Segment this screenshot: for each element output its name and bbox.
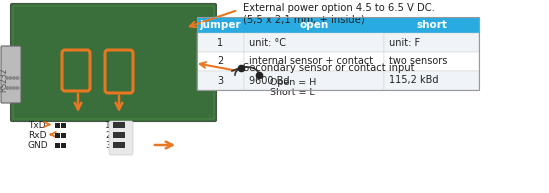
Bar [244, 71, 384, 90]
FancyBboxPatch shape [55, 123, 60, 128]
Text: RxD: RxD [28, 130, 47, 140]
Bar [197, 52, 244, 71]
FancyBboxPatch shape [119, 132, 125, 138]
FancyBboxPatch shape [119, 142, 125, 148]
Bar [384, 71, 479, 90]
Text: 3: 3 [217, 75, 223, 85]
Text: 3: 3 [105, 141, 111, 150]
Text: jumper: jumper [200, 20, 242, 30]
FancyBboxPatch shape [113, 142, 119, 148]
Text: RS232: RS232 [0, 67, 8, 92]
Bar [244, 52, 384, 71]
Text: internal sensor + contact: internal sensor + contact [249, 57, 373, 67]
Bar [384, 17, 479, 33]
FancyBboxPatch shape [113, 142, 119, 148]
Circle shape [9, 87, 12, 89]
FancyBboxPatch shape [55, 142, 60, 147]
Circle shape [6, 77, 8, 79]
FancyBboxPatch shape [61, 123, 66, 128]
FancyBboxPatch shape [119, 142, 125, 148]
Text: 1: 1 [217, 37, 223, 47]
Text: Short = L: Short = L [270, 88, 315, 97]
FancyBboxPatch shape [1, 46, 21, 103]
Text: TxD: TxD [28, 120, 46, 130]
Text: GND: GND [28, 141, 49, 150]
FancyBboxPatch shape [61, 142, 66, 147]
Text: 2: 2 [217, 57, 223, 67]
FancyBboxPatch shape [113, 132, 119, 138]
FancyBboxPatch shape [119, 122, 125, 128]
FancyBboxPatch shape [113, 132, 119, 138]
Bar [244, 17, 384, 33]
Text: Secondary sensor or contact input: Secondary sensor or contact input [243, 63, 414, 73]
FancyBboxPatch shape [61, 133, 66, 137]
Circle shape [16, 77, 19, 79]
Text: 115,2 kBd: 115,2 kBd [389, 75, 439, 85]
Text: Open = H: Open = H [270, 78, 316, 87]
Text: 2: 2 [105, 130, 111, 140]
FancyBboxPatch shape [119, 122, 125, 128]
FancyBboxPatch shape [55, 133, 60, 137]
Bar [197, 71, 244, 90]
Text: open: open [299, 20, 329, 30]
Circle shape [13, 77, 15, 79]
FancyBboxPatch shape [10, 3, 216, 122]
Bar [384, 33, 479, 52]
FancyBboxPatch shape [109, 121, 133, 155]
Bar [197, 33, 244, 52]
Text: 1: 1 [105, 120, 111, 130]
FancyBboxPatch shape [119, 132, 125, 138]
Text: External power option 4.5 to 6.5 V DC.: External power option 4.5 to 6.5 V DC. [243, 3, 435, 13]
Circle shape [13, 87, 15, 89]
Circle shape [6, 87, 8, 89]
FancyBboxPatch shape [113, 122, 119, 128]
Text: short: short [416, 20, 447, 30]
Bar [197, 17, 479, 90]
Text: (5,5 x 2,1 mm; + inside): (5,5 x 2,1 mm; + inside) [243, 15, 365, 25]
Bar [197, 17, 244, 33]
Circle shape [9, 77, 12, 79]
Circle shape [16, 87, 19, 89]
FancyBboxPatch shape [113, 122, 119, 128]
Bar [384, 52, 479, 71]
Text: two sensors: two sensors [389, 57, 447, 67]
Text: 9600 Bd: 9600 Bd [249, 75, 289, 85]
Text: unit: °C: unit: °C [249, 37, 286, 47]
Text: unit: F: unit: F [389, 37, 420, 47]
Bar [244, 33, 384, 52]
